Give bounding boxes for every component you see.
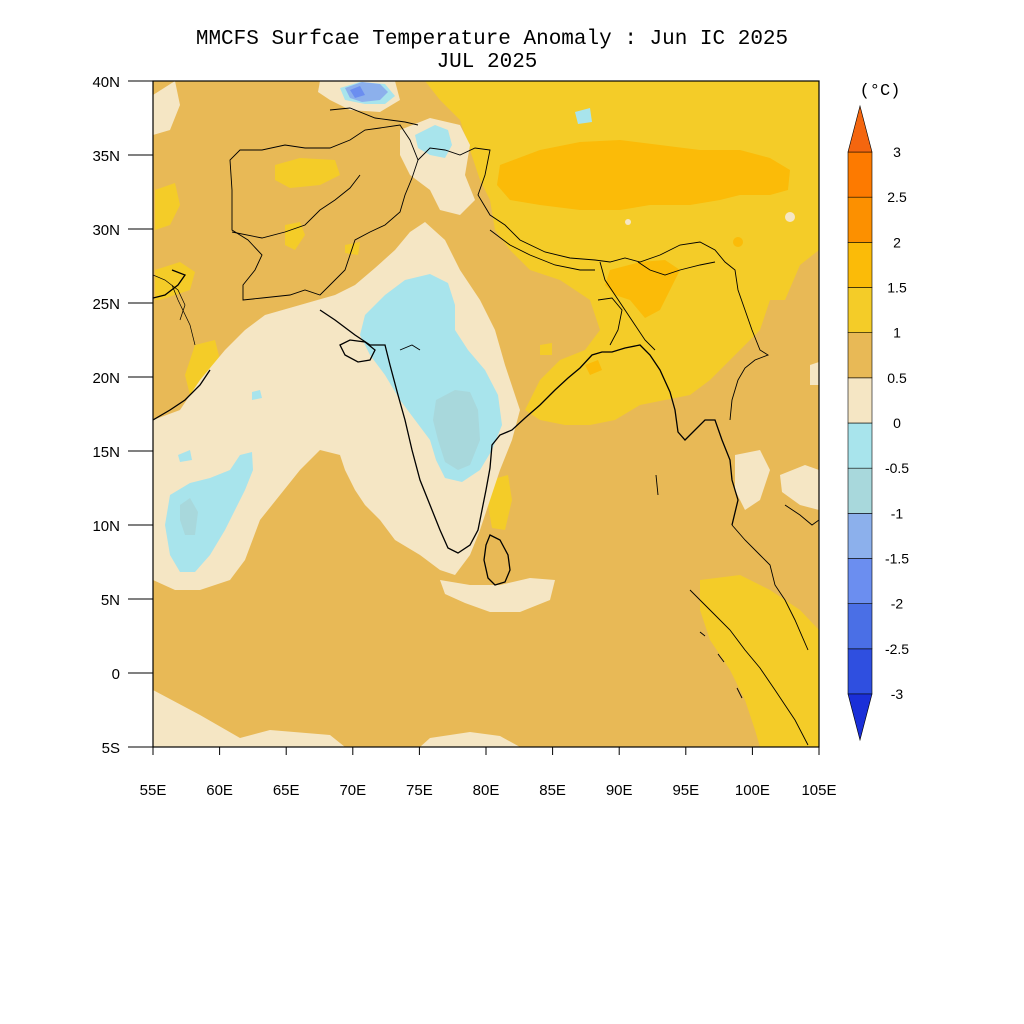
colorbar-bin bbox=[847, 377, 873, 424]
latitude-axis: 40N 35N 30N 25N 20N 15N 10N 5N 0 5S bbox=[92, 74, 153, 757]
colorbar-bin bbox=[847, 287, 873, 333]
lat-tick-label: 25N bbox=[92, 296, 120, 313]
colorbar-bin bbox=[847, 467, 873, 514]
lon-tick-label: 55E bbox=[140, 782, 167, 799]
lat-tick-label: 5S bbox=[102, 740, 120, 757]
lon-tick-label: 80E bbox=[473, 782, 500, 799]
lat-tick-label: 35N bbox=[92, 148, 120, 165]
colorbar-bin bbox=[847, 558, 873, 604]
lon-tick-label: 65E bbox=[273, 782, 300, 799]
lat-tick-label: 40N bbox=[92, 74, 120, 91]
colorbar-bin bbox=[847, 151, 873, 198]
colorbar-min-arrow bbox=[847, 693, 873, 742]
colorbar-level-label: 0.5 bbox=[887, 370, 907, 386]
colorbar-unit-label: (°C) bbox=[860, 82, 901, 101]
lon-tick-label: 60E bbox=[206, 782, 233, 799]
lon-tick-label: 100E bbox=[735, 782, 770, 799]
lon-tick-label: 75E bbox=[406, 782, 433, 799]
lon-tick-label: 95E bbox=[672, 782, 699, 799]
cooler-anomaly-regions bbox=[180, 390, 480, 535]
longitude-axis: 55E 60E 65E 70E 75E 80E 85E 90E 95E 100E 105E bbox=[140, 747, 837, 799]
colorbar: -3 -2.5 -2 -1.5 -1 -0.5 0 0.5 1 1.5 2 2.5 3 bbox=[847, 104, 909, 742]
map-title: MMCFS Surfcae Temperature Anomaly : Jun … bbox=[195, 28, 789, 51]
lat-tick-label: 30N bbox=[92, 222, 120, 239]
lon-tick-label: 70E bbox=[339, 782, 366, 799]
lon-tick-label: 90E bbox=[606, 782, 633, 799]
colorbar-level-label: 3 bbox=[893, 144, 901, 160]
colorbar-bin bbox=[847, 513, 873, 559]
colorbar-bin bbox=[847, 603, 873, 650]
colorbar-bin bbox=[847, 422, 873, 469]
cold-anomaly-regions bbox=[345, 82, 388, 102]
lon-tick-label: 105E bbox=[801, 782, 836, 799]
lat-tick-label: 0 bbox=[112, 666, 120, 683]
colorbar-level-label: 0 bbox=[893, 415, 901, 431]
colorbar-level-label: -2.5 bbox=[885, 641, 909, 657]
colorbar-level-label: -2 bbox=[891, 596, 904, 612]
colorbar-level-label: -1.5 bbox=[885, 551, 909, 567]
lat-tick-label: 5N bbox=[101, 592, 120, 609]
colorbar-bin bbox=[847, 332, 873, 379]
colorbar-level-label: -0.5 bbox=[885, 460, 909, 476]
colorbar-level-label: 1 bbox=[893, 325, 901, 341]
colorbar-level-label: 1.5 bbox=[887, 280, 907, 296]
colorbar-level-label: -1 bbox=[891, 505, 904, 521]
lon-tick-label: 85E bbox=[539, 782, 566, 799]
country-borders bbox=[229, 107, 819, 746]
map-subtitle: JUL 2025 bbox=[436, 51, 538, 74]
colorbar-level-label: -3 bbox=[891, 686, 904, 702]
lat-tick-label: 20N bbox=[92, 370, 120, 387]
colorbar-level-label: 2 bbox=[893, 234, 901, 250]
colorbar-level-label: 2.5 bbox=[887, 189, 907, 205]
map-plot-area bbox=[153, 81, 819, 747]
coastlines bbox=[153, 269, 739, 586]
lat-tick-label: 10N bbox=[92, 518, 120, 535]
colorbar-bin bbox=[847, 196, 873, 243]
lat-tick-label: 15N bbox=[92, 444, 120, 461]
colorbar-max-arrow bbox=[847, 104, 873, 153]
colorbar-bin bbox=[847, 648, 873, 695]
hot-anomaly-regions bbox=[497, 140, 790, 375]
colorbar-bin bbox=[847, 242, 873, 288]
